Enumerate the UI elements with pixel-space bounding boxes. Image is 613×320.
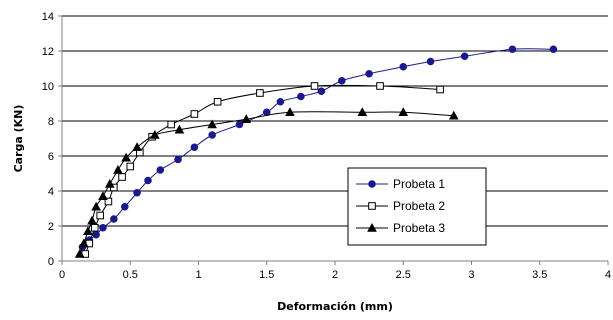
x-tick-labels: 0 0.5 1 1.5 2 2.5 3 3.5 4 — [59, 269, 611, 281]
series-1-point-18 — [365, 69, 373, 78]
series-2-point-14 — [310, 82, 319, 90]
series-3-point-3 — [87, 215, 97, 225]
series-3-point-10 — [149, 129, 160, 139]
y-tick-label-4: 8 — [48, 116, 54, 128]
series-1-point-5 — [120, 202, 129, 211]
y-tick-labels: 0 2 4 6 8 10 12 14 — [42, 11, 54, 268]
series-1-point-20 — [426, 57, 435, 66]
series-1-point-8 — [156, 166, 165, 174]
series-3-point-11 — [174, 124, 185, 134]
legend-marker-1 — [368, 180, 376, 188]
series-2-point-16 — [436, 85, 444, 94]
series-3-point-15 — [357, 107, 368, 117]
series-3-point-5 — [98, 191, 108, 201]
series-3-point-9 — [132, 142, 142, 152]
series-2-point-15 — [376, 82, 384, 90]
series-2-point-6 — [118, 173, 126, 181]
series-3-point-14 — [285, 107, 295, 117]
series-2-point-2 — [90, 223, 99, 232]
x-tick-label-6: 3 — [468, 269, 474, 281]
x-tick-label-3: 1.5 — [259, 269, 274, 281]
x-axis-title: Deformación (mm) — [277, 300, 393, 313]
series-3 — [74, 107, 459, 258]
series-1-point-4 — [110, 215, 118, 223]
series-1-point-14 — [276, 97, 285, 106]
axes — [58, 15, 609, 265]
series-3-point-2 — [83, 226, 93, 236]
series-1 — [78, 45, 558, 251]
series-1-point-23 — [549, 45, 558, 54]
series-3-point-8 — [121, 152, 131, 162]
series-2-point-12 — [213, 97, 222, 106]
series-2-point-10 — [167, 120, 175, 129]
series-3-point-12 — [207, 119, 217, 129]
series-2-point-3 — [96, 211, 105, 220]
legend-label-2: Probeta 2 — [393, 199, 445, 213]
legend-label-3: Probeta 3 — [393, 221, 445, 235]
series-3-point-7 — [113, 164, 123, 174]
x-tick-label-0: 0 — [59, 269, 65, 281]
y-tick-label-3: 6 — [48, 151, 54, 163]
series-1-point-10 — [190, 143, 199, 152]
series-1-point-17 — [338, 76, 346, 85]
legend-label-1: Probeta 1 — [393, 177, 445, 191]
legend-marker-2 — [368, 202, 376, 210]
series-1-point-22 — [508, 45, 517, 54]
series-1-point-11 — [208, 131, 216, 139]
series-2-point-13 — [256, 89, 264, 97]
series-1-point-16 — [317, 87, 326, 96]
series-1-point-21 — [460, 52, 469, 61]
series-3-point-17 — [448, 110, 459, 120]
y-axis-title: Carga (KN) — [12, 105, 25, 173]
series-1-point-19 — [399, 62, 408, 71]
x-tick-label-7: 3.5 — [532, 269, 547, 281]
legend: Probeta 1 Probeta 2 Probeta 3 — [347, 167, 487, 246]
y-tick-label-2: 4 — [48, 186, 54, 198]
series-3-point-4 — [91, 201, 101, 211]
x-tick-label-2: 1 — [195, 269, 201, 281]
x-tick-label-1: 0.5 — [123, 269, 138, 281]
series-1-point-9 — [174, 155, 182, 164]
series-1-point-15 — [297, 92, 305, 101]
y-tick-label-5: 10 — [42, 81, 54, 93]
series-2-point-4 — [104, 197, 113, 206]
series-2-point-11 — [190, 110, 199, 118]
series-1-point-12 — [235, 120, 244, 129]
y-tick-label-1: 2 — [48, 221, 54, 233]
series-3-point-0 — [74, 248, 85, 258]
series-1-point-6 — [133, 188, 141, 197]
series-3-point-13 — [241, 114, 252, 124]
series-3-point-6 — [104, 178, 115, 188]
x-tick-label-4: 2 — [332, 269, 338, 281]
series-3-point-16 — [398, 107, 409, 117]
x-tick-label-5: 2.5 — [396, 269, 411, 281]
series-1-point-7 — [144, 176, 152, 185]
series-1-point-3 — [99, 223, 107, 232]
y-tick-label-6: 12 — [42, 46, 54, 58]
y-tick-label-7: 14 — [42, 11, 54, 23]
y-tick-label-0: 0 — [48, 256, 54, 268]
series-2-point-7 — [126, 162, 135, 171]
x-tick-label-8: 4 — [605, 269, 611, 281]
grid-lines — [62, 15, 608, 227]
series-3-point-1 — [78, 238, 89, 248]
series-1-point-2 — [92, 230, 100, 239]
series-group — [74, 45, 558, 258]
legend-marker-3 — [367, 222, 377, 232]
